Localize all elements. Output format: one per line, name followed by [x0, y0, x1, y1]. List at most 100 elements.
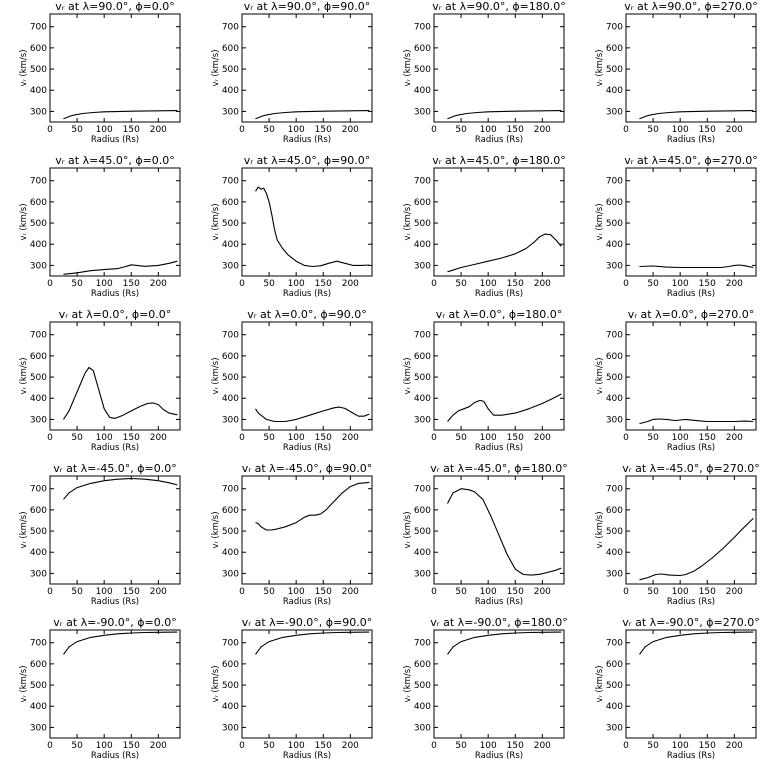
y-tick-label: 500: [222, 681, 239, 691]
y-tick-label: 600: [606, 198, 623, 208]
x-tick-label: 150: [699, 741, 716, 751]
y-tick-label: 500: [414, 527, 431, 537]
x-axis-label: Radius (Rs): [283, 597, 331, 607]
y-tick-label: 300: [222, 107, 239, 117]
x-tick-label: 100: [480, 587, 497, 597]
panel-title: vᵣ at λ=-45.0°, ϕ=90.0°: [242, 462, 373, 475]
y-axis-label: vᵣ (km/s): [403, 511, 413, 548]
series-line: [447, 631, 562, 655]
y-tick-label: 500: [30, 681, 47, 691]
y-tick-label: 400: [414, 86, 431, 96]
panel-title: vᵣ at λ=0.0°, ϕ=180.0°: [436, 308, 563, 321]
y-tick-label: 400: [606, 240, 623, 250]
x-tick-label: 200: [342, 433, 359, 443]
y-tick-label: 400: [30, 548, 47, 558]
x-axis-label: Radius (Rs): [475, 443, 523, 453]
y-tick-label: 700: [222, 639, 239, 649]
x-tick-label: 0: [431, 433, 437, 443]
x-tick-label: 200: [534, 741, 551, 751]
x-tick-label: 50: [455, 433, 467, 443]
y-tick-label: 500: [606, 219, 623, 229]
y-tick-label: 300: [606, 569, 623, 579]
series-line: [447, 110, 562, 120]
panel-6: vᵣ at λ=45.0°, ϕ=90.0° 0 50 100 150 200 300 400…: [211, 154, 373, 299]
x-tick-label: 200: [726, 279, 743, 289]
y-tick-label: 700: [222, 23, 239, 33]
y-tick-label: 500: [414, 219, 431, 229]
x-axis-label: Radius (Rs): [91, 135, 139, 145]
x-tick-label: 150: [315, 433, 332, 443]
x-tick-label: 100: [480, 433, 497, 443]
x-tick-label: 0: [239, 125, 245, 135]
y-tick-label: 500: [30, 373, 47, 383]
x-tick-label: 150: [315, 279, 332, 289]
y-tick-label: 500: [30, 219, 47, 229]
x-tick-label: 100: [480, 741, 497, 751]
y-tick-label: 500: [606, 527, 623, 537]
panel-5: vᵣ at λ=45.0°, ϕ=0.0° 0 50 100 150 200 300 400 5…: [19, 154, 181, 299]
plot-frame: [625, 13, 757, 123]
x-tick-label: 100: [672, 433, 689, 443]
x-axis-label: Radius (Rs): [283, 751, 331, 761]
y-tick-label: 300: [606, 261, 623, 271]
panel-7: vᵣ at λ=45.0°, ϕ=180.0° 0 50 100 150 200 300 40…: [403, 154, 566, 299]
x-tick-label: 200: [342, 279, 359, 289]
x-tick-label: 100: [288, 741, 305, 751]
x-tick-label: 200: [342, 741, 359, 751]
y-axis-label: vᵣ (km/s): [403, 665, 413, 702]
panel-title: vᵣ at λ=90.0°, ϕ=90.0°: [244, 0, 371, 13]
y-tick-label: 300: [606, 415, 623, 425]
y-tick-label: 600: [606, 44, 623, 54]
x-tick-label: 100: [96, 587, 113, 597]
y-axis-label: vᵣ (km/s): [211, 203, 221, 240]
series-line: [639, 110, 754, 120]
x-tick-label: 100: [480, 125, 497, 135]
y-tick-label: 300: [414, 107, 431, 117]
panel-title: vᵣ at λ=90.0°, ϕ=180.0°: [432, 0, 566, 13]
series-line: [447, 488, 562, 576]
panel-title: vᵣ at λ=45.0°, ϕ=270.0°: [624, 154, 758, 167]
y-tick-label: 500: [414, 681, 431, 691]
y-axis-label: vᵣ (km/s): [19, 49, 29, 86]
x-tick-label: 200: [342, 125, 359, 135]
y-axis-label: vᵣ (km/s): [403, 357, 413, 394]
y-tick-label: 400: [222, 86, 239, 96]
plot-frame: [49, 167, 181, 277]
panel-4: vᵣ at λ=90.0°, ϕ=270.0° 0 50 100 150 200 300 40…: [595, 0, 758, 145]
series-line: [63, 110, 178, 120]
y-tick-label: 700: [606, 23, 623, 33]
panel-title: vᵣ at λ=-45.0°, ϕ=270.0°: [622, 462, 760, 475]
y-tick-label: 300: [30, 107, 47, 117]
y-tick-label: 700: [606, 331, 623, 341]
x-tick-label: 50: [71, 279, 83, 289]
y-tick-label: 700: [30, 23, 47, 33]
x-tick-label: 0: [623, 125, 629, 135]
x-tick-label: 50: [263, 125, 275, 135]
y-tick-label: 700: [30, 177, 47, 187]
x-tick-label: 150: [699, 587, 716, 597]
plot-frame: [433, 629, 565, 739]
x-tick-label: 0: [47, 587, 53, 597]
y-tick-label: 300: [30, 261, 47, 271]
y-tick-label: 700: [414, 485, 431, 495]
y-tick-label: 600: [222, 198, 239, 208]
x-tick-label: 50: [647, 741, 659, 751]
x-tick-label: 200: [342, 587, 359, 597]
x-tick-label: 0: [623, 433, 629, 443]
x-tick-label: 50: [455, 279, 467, 289]
x-tick-label: 150: [315, 587, 332, 597]
x-tick-label: 0: [431, 741, 437, 751]
x-tick-label: 50: [647, 433, 659, 443]
y-tick-label: 700: [414, 23, 431, 33]
series-line: [255, 481, 370, 531]
series-line: [63, 260, 178, 275]
panel-17: vᵣ at λ=-90.0°, ϕ=0.0° 0 50 100 150 200 300 400…: [19, 616, 181, 761]
x-tick-label: 50: [455, 741, 467, 751]
y-axis-label: vᵣ (km/s): [19, 203, 29, 240]
x-tick-label: 200: [150, 433, 167, 443]
y-tick-label: 600: [30, 44, 47, 54]
y-tick-label: 300: [414, 723, 431, 733]
y-axis-label: vᵣ (km/s): [595, 203, 605, 240]
y-tick-label: 400: [30, 394, 47, 404]
x-tick-label: 100: [480, 279, 497, 289]
